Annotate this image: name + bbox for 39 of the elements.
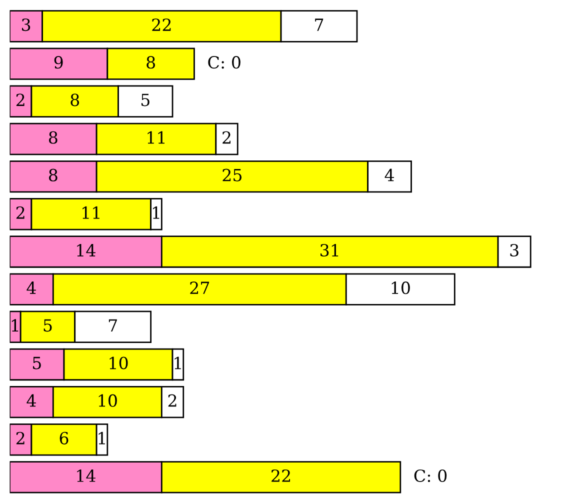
data-label: 2 [16,94,24,106]
data-label: 10 [110,356,128,370]
data-label: 1 [152,206,160,219]
data-label: 8 [146,56,155,69]
data-label: C: 0 [414,469,447,482]
data-label: 25 [222,168,242,182]
data-label: 27 [190,282,210,294]
data-label: 5 [44,319,52,332]
data-label: 5 [33,356,41,370]
data-label: 11 [82,206,100,219]
data-label: 4 [384,168,394,182]
data-label: 3 [510,244,518,257]
data-label: 10 [392,282,410,294]
data-label: 22 [272,469,290,482]
data-label: 2 [16,432,24,444]
data-label: 31 [320,244,338,257]
data-label: 14 [77,469,96,482]
data-label: 5 [142,94,150,106]
data-label: 7 [315,18,324,31]
data-label: 14 [77,244,96,256]
data-label: 10 [98,394,117,407]
data-label: 2 [16,206,24,219]
data-label: 4 [26,394,36,407]
data-label: 1 [98,432,105,444]
data-label: 3 [22,18,30,32]
data-label: 2 [222,131,230,144]
data-label: 8 [70,94,80,106]
data-label: 9 [54,56,63,69]
data-label: 22 [152,18,171,31]
data-label: 8 [48,168,58,182]
data-label: 8 [48,131,58,144]
data-label: 7 [108,319,117,332]
data-label: 2 [168,394,176,407]
data-label: 1 [12,319,18,332]
data-label: 11 [148,131,164,144]
data-label: C: 0 [208,56,240,69]
data-label: 1 [174,356,181,370]
data-label: 6 [60,432,68,444]
data-label: 4 [26,282,36,294]
